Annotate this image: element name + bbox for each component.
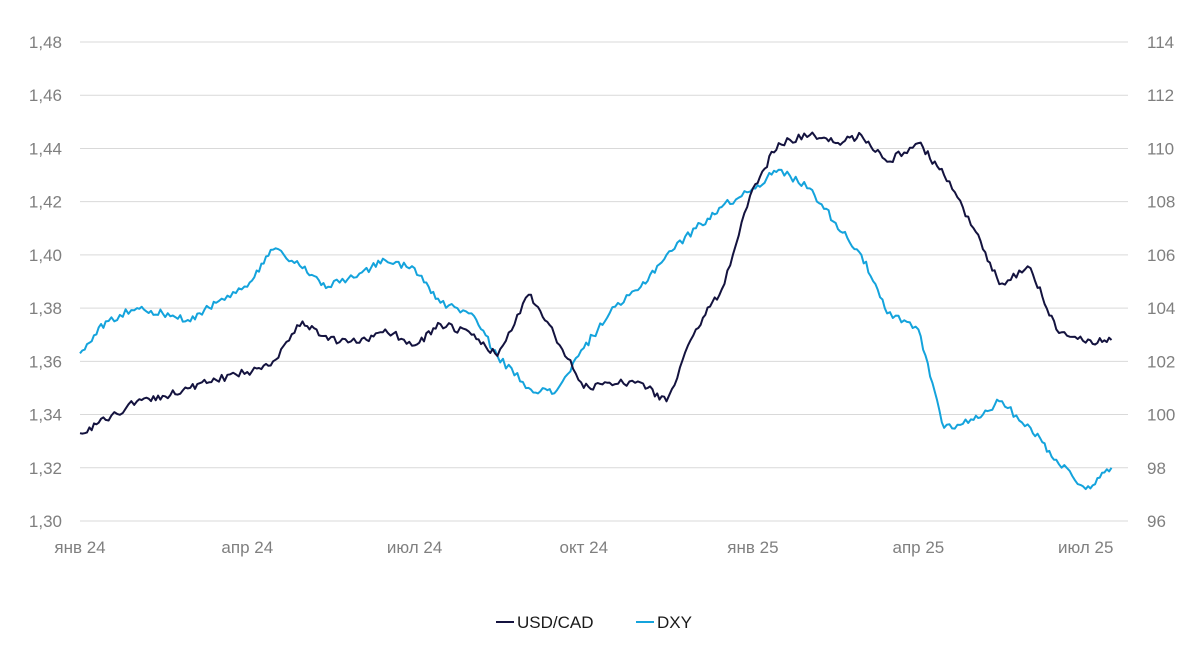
y-right-tick-label: 106 <box>1147 246 1175 265</box>
y-left-tick-label: 1,48 <box>29 33 62 52</box>
x-tick-label: июл 24 <box>387 538 442 557</box>
series-points-dxy <box>80 170 1112 490</box>
legend-label-usdcad: USD/CAD <box>517 613 594 632</box>
y-right-tick-label: 100 <box>1147 406 1175 425</box>
y-right-tick-label: 114 <box>1147 33 1174 52</box>
y-right-tick-label: 98 <box>1147 459 1166 478</box>
x-axis-ticks: янв 24 апр 24 июл 24 окт 24 янв 25 апр 25 июл … <box>54 538 1113 557</box>
y-right-tick-label: 108 <box>1147 193 1175 212</box>
y-left-tick-label: 1,46 <box>29 86 62 105</box>
y-right-tick-label: 96 <box>1147 512 1166 531</box>
y-left-tick-label: 1,40 <box>29 246 62 265</box>
y-left-tick-label: 1,32 <box>29 459 62 478</box>
y-right-tick-label: 104 <box>1147 299 1175 318</box>
x-tick-label: апр 25 <box>893 538 945 557</box>
y-left-tick-label: 1,38 <box>29 299 62 318</box>
y-left-tick-label: 1,30 <box>29 512 62 531</box>
left-axis-ticks: 1,30 1,32 1,34 1,36 1,38 1,40 1,42 1,44 1,46 1,48 <box>29 33 62 531</box>
series-points-usdcad <box>80 135 1112 433</box>
y-right-tick-label: 112 <box>1147 86 1174 105</box>
y-left-tick-label: 1,44 <box>29 139 62 158</box>
y-right-tick-label: 110 <box>1147 139 1174 158</box>
x-tick-label: янв 24 <box>54 538 105 557</box>
legend-label-dxy: DXY <box>657 613 692 632</box>
x-tick-label: апр 24 <box>221 538 273 557</box>
gridlines <box>80 41 1128 522</box>
series-line-usdcad <box>79 131 1113 435</box>
legend: USD/CAD DXY <box>496 613 692 632</box>
y-right-tick-label: 102 <box>1147 352 1175 371</box>
y-left-tick-label: 1,34 <box>29 406 62 425</box>
series-line-dxy <box>79 168 1113 491</box>
y-left-tick-label: 1,42 <box>29 193 62 212</box>
y-left-tick-label: 1,36 <box>29 352 62 371</box>
x-tick-label: окт 24 <box>560 538 609 557</box>
x-tick-label: янв 25 <box>727 538 778 557</box>
right-axis-ticks: 96 98 100 102 104 106 108 110 112 114 <box>1147 33 1175 531</box>
x-tick-label: июл 25 <box>1058 538 1113 557</box>
series-layer <box>79 131 1113 491</box>
